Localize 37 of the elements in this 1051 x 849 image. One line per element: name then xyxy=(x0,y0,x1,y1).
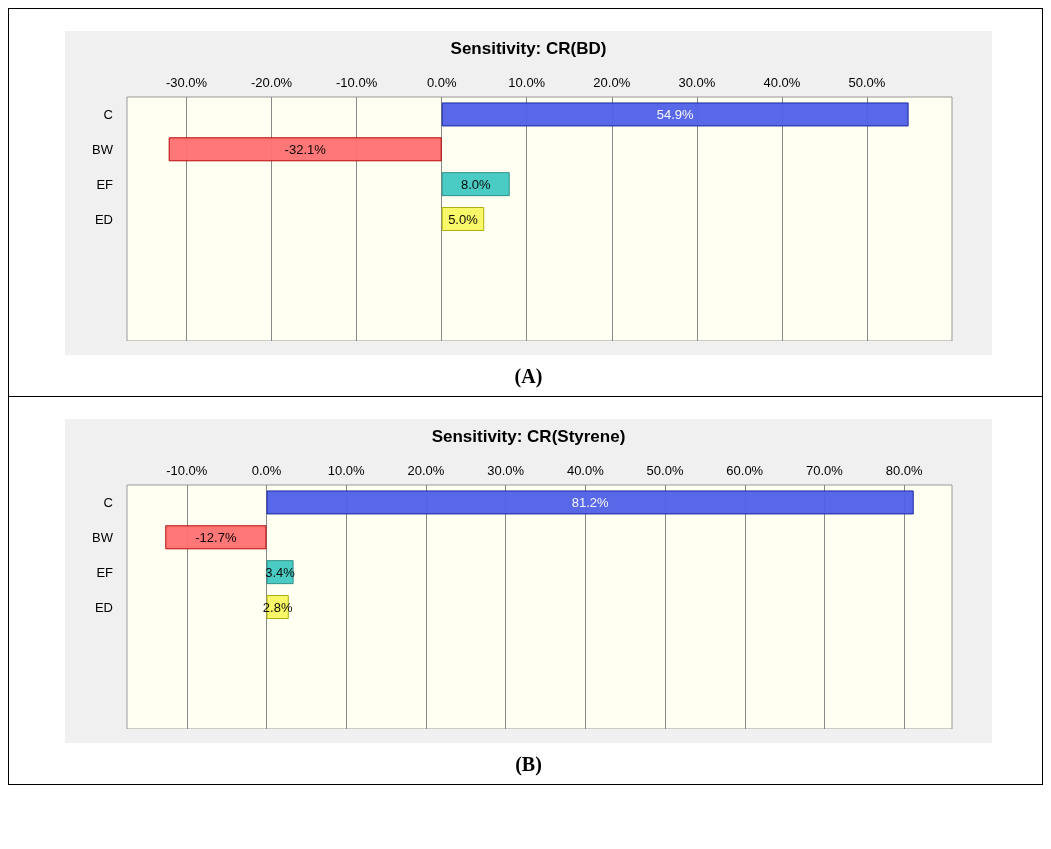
data-label: 54.9% xyxy=(656,106,695,122)
y-tick-label: C xyxy=(103,106,113,122)
data-label: 81.2% xyxy=(571,494,609,510)
x-tick-label: -10.0% xyxy=(166,463,208,478)
x-tick-label: 50.0% xyxy=(646,463,684,478)
x-tick-label: 60.0% xyxy=(726,463,764,478)
x-tick-label: 20.0% xyxy=(407,463,445,478)
x-tick-label: 40.0% xyxy=(763,75,801,90)
text: (A) xyxy=(513,365,544,388)
x-tick-label: 50.0% xyxy=(848,75,886,90)
y-tick-label: EF xyxy=(96,564,114,580)
x-tick-label: 30.0% xyxy=(678,75,716,90)
text: (B) xyxy=(514,753,543,776)
y-tick-label: C xyxy=(103,494,113,510)
y-tick-label: BW xyxy=(92,529,114,545)
data-label: 5.0% xyxy=(448,211,479,227)
x-tick-label: 30.0% xyxy=(487,463,525,478)
x-tick-label: 20.0% xyxy=(593,75,631,90)
y-tick-label: EF xyxy=(96,176,114,192)
x-tick-label: 80.0% xyxy=(885,463,924,478)
chart-title: Sensitivity: CR(Styrene) xyxy=(431,427,626,446)
x-tick-label: -30.0% xyxy=(165,75,208,90)
y-tick-label: ED xyxy=(94,599,113,615)
chart-title: Sensitivity: CR(BD) xyxy=(450,39,607,58)
x-tick-label: 70.0% xyxy=(806,463,844,478)
data-label: -12.7% xyxy=(195,529,237,545)
data-label: 8.0% xyxy=(460,176,491,192)
x-tick-label: 0.0% xyxy=(426,75,457,90)
x-tick-label: -10.0% xyxy=(336,75,378,90)
y-tick-label: BW xyxy=(92,141,114,157)
x-tick-label: 40.0% xyxy=(566,463,605,478)
x-tick-label: 10.0% xyxy=(508,75,546,90)
x-tick-label: -20.0% xyxy=(250,75,293,90)
x-tick-label: 0.0% xyxy=(251,463,282,478)
y-tick-label: ED xyxy=(94,211,113,227)
data-label: -32.1% xyxy=(284,141,327,157)
x-tick-label: 10.0% xyxy=(327,463,366,478)
